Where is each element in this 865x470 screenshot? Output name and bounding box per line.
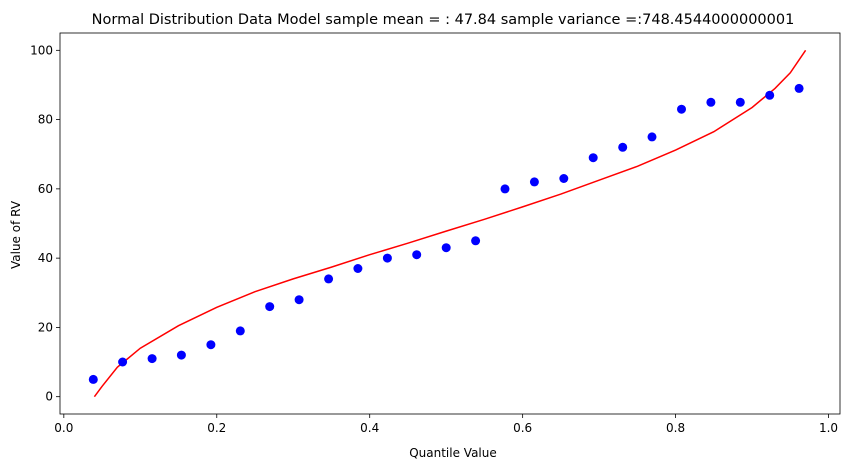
y-tick-label: 0 bbox=[45, 390, 53, 404]
x-tick-label: 0.2 bbox=[207, 421, 226, 435]
y-tick-label: 20 bbox=[38, 320, 53, 334]
model-curve bbox=[93, 49, 807, 398]
x-tick-label: 0.6 bbox=[513, 421, 532, 435]
data-point bbox=[735, 97, 745, 107]
data-point bbox=[382, 253, 392, 263]
data-point bbox=[559, 174, 569, 183]
y-axis-label: Value of RV bbox=[9, 200, 23, 269]
x-tick-label: 0.8 bbox=[666, 421, 685, 435]
data-point bbox=[294, 295, 304, 305]
data-point bbox=[88, 374, 98, 384]
data-point bbox=[176, 350, 186, 360]
x-tick-label: 0.4 bbox=[360, 421, 379, 435]
data-point bbox=[206, 340, 216, 350]
data-point bbox=[147, 354, 157, 364]
data-point bbox=[471, 236, 481, 246]
chart-title: Normal Distribution Data Model sample me… bbox=[92, 12, 795, 28]
data-point bbox=[706, 97, 716, 107]
data-point bbox=[647, 132, 657, 142]
data-point bbox=[618, 142, 628, 152]
data-point bbox=[353, 264, 363, 273]
data-point bbox=[235, 326, 245, 336]
data-point bbox=[265, 302, 275, 312]
data-point bbox=[412, 250, 422, 260]
plot-area bbox=[88, 49, 807, 398]
data-point bbox=[500, 184, 510, 194]
data-point bbox=[324, 274, 334, 284]
y-tick-label: 40 bbox=[38, 251, 53, 265]
data-point bbox=[677, 104, 686, 114]
data-point bbox=[765, 90, 775, 100]
x-axis-ticks: 0.0 0.2 0.4 0.6 0.8 1.0 bbox=[54, 414, 838, 435]
y-tick-label: 60 bbox=[38, 182, 53, 196]
axes-frame bbox=[59, 32, 841, 415]
data-point bbox=[588, 153, 598, 163]
axes-spines bbox=[59, 32, 841, 415]
data-point bbox=[529, 177, 539, 187]
x-axis-label: Quantile Value bbox=[409, 446, 497, 460]
x-tick-label: 1.0 bbox=[819, 421, 838, 435]
data-point bbox=[441, 243, 451, 253]
data-point bbox=[794, 83, 804, 93]
data-point bbox=[118, 357, 128, 367]
y-tick-label: 100 bbox=[30, 43, 53, 57]
y-axis-ticks: 0 20 40 60 80 100 bbox=[30, 43, 60, 404]
x-tick-label: 0.0 bbox=[54, 421, 73, 435]
y-tick-label: 80 bbox=[38, 113, 53, 127]
